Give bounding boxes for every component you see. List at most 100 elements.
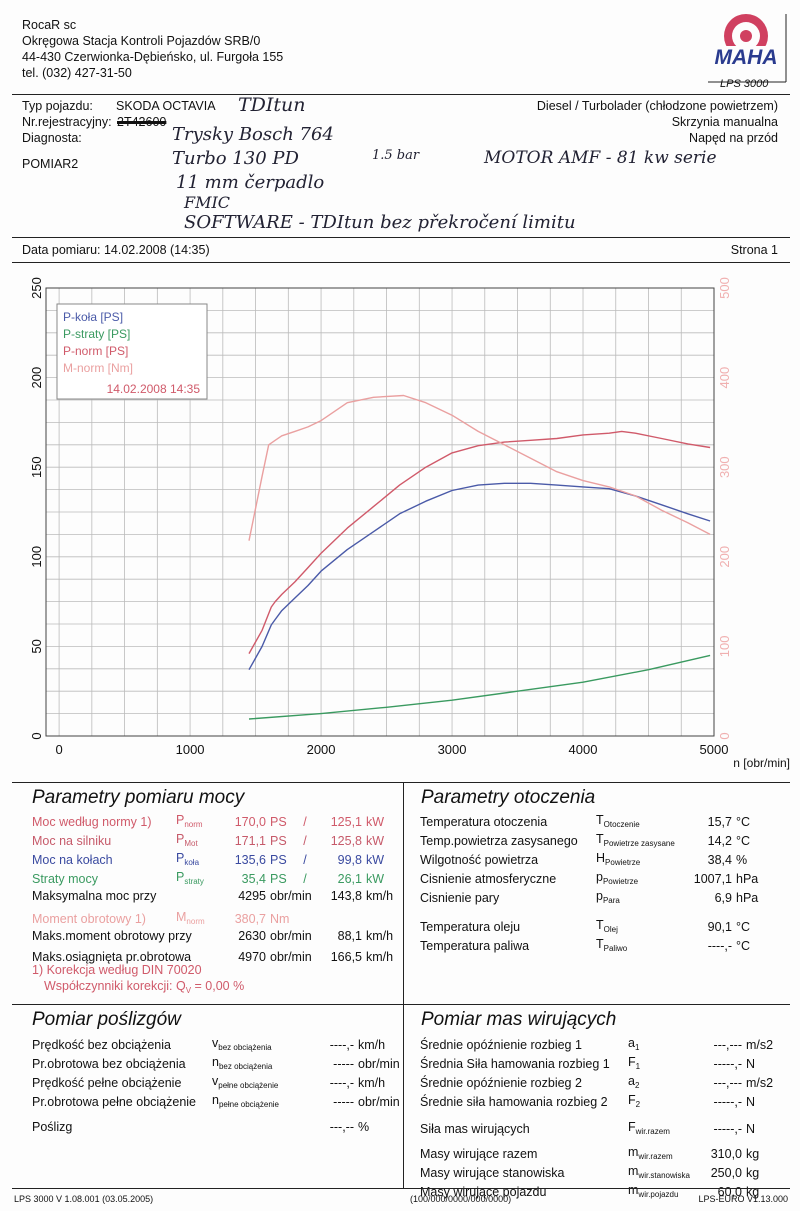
x-tick-label: 0 [55,742,62,757]
correction-factor: Współczynniki korekcji: QV = 0,00 % [44,979,245,995]
slip-table: Prędkość bez obciążenia vbez obciążenia … [30,1036,402,1135]
vehicle-reg-label: Nr.rejestracyjny: [22,115,112,129]
mass-table: Średnie opóźnienie rozbieg 1 a1 ---,--- … [418,1036,775,1202]
hand-tditun: TDItun [238,94,306,116]
svg-text:MAHA: MAHA [715,46,778,69]
slip-row: Pr.obrotowa pełne obciążenie npełne obci… [32,1093,400,1109]
slip-title: Pomiar poślizgów [32,1009,181,1030]
power-title: Parametry pomiaru mocy [32,787,245,808]
mass-row-force: Siła mas wirujących Fwir.razem -----,- N [420,1120,756,1136]
mass-title: Pomiar mas wirujących [421,1009,617,1030]
section-divider-2 [403,1004,404,1188]
hand-line2c: MOTOR AMF - 81 kw serie [484,148,717,168]
power-row-norm: Moc według normy 1) Pnorm 170,0 PS / 125… [30,813,395,832]
legend-pnorm: P-norm [PS] [63,344,128,358]
x-tick-label: 2000 [307,742,336,757]
vehicle-gearbox: Skrzynia manualna [671,115,778,129]
mass-row: Masy wirujące razem mwir.razem 310,0 kg [420,1145,760,1161]
page-number: Strona 1 [730,243,778,257]
chart-lines [248,394,711,720]
footer-right: LPS-EURO V1.13.000 [698,1194,788,1204]
hand-line2b: 1.5 bar [372,148,420,163]
plot-frame [45,287,715,737]
ambient-row: Wilgotność powietrza HPowietrze 38,4 % [420,851,748,867]
ambient-row-fuel: Temperatura paliwa TPaliwo ----,- °C [420,937,751,953]
ambient-title: Parametry otoczenia [421,787,596,808]
power-row-maxm: Maks.moment obrotowy przy 2630 obr/min 8… [32,929,394,943]
power-maxm-kmh: 88,1 [337,929,362,943]
vehicle-reg-value: 2T42600 [117,115,167,129]
ambient-row-oil: Temperatura oleju TOlej 90,1 °C [420,918,751,934]
power-row-maxp: Maksymalna moc przy 4295 obr/min 143,8 k… [32,889,394,903]
vehicle-drive: Napęd na przód [689,131,778,145]
power-row-torque: Moment obrotowy 1) Mnorm 380,7 Nm [30,910,395,929]
ambient-row: Cisnienie pary pPara 6,9 hPa [420,889,759,905]
series-line-1 [248,654,711,720]
power-maxp-rpm: 4295 [238,889,266,903]
hand-line3: 11 mm čerpadlo [176,172,325,193]
x-tick-label: 5000 [700,742,729,757]
station-line1: Okręgowa Stacja Kontroli Pojazdów SRB/0 [22,34,261,48]
power-mot-ps: 171,1 [234,834,266,848]
series-line-0 [248,482,711,671]
hand-line1: Trysky Bosch 764 [172,124,334,145]
power-norm-label: Moc według normy 1) [32,815,152,829]
slip-row: Prędkość bez obciążenia vbez obciążenia … [32,1036,386,1052]
power-row-mot: Moc na silniku PMot 171,1 PS / 125,8 kW [30,832,395,851]
power-norm-kw: 125,1 [330,815,362,829]
maha-logo: MAHA LPS 3000 [702,12,788,94]
slip-row: Pr.obrotowa bez obciążenia nbez obciążen… [32,1055,400,1071]
y-right-tick-label: 100 [717,636,732,658]
x-tick-label: 4000 [569,742,598,757]
y-left-tick-label: 200 [29,367,44,389]
y-right-tick-label: 200 [717,546,732,568]
y-left-tick-label: 50 [29,639,44,653]
vehicle-type-value: SKODA OCTAVIA [116,99,216,113]
measure-label: POMIAR2 [22,157,79,171]
correction-note: 1) Korekcja według DIN 70020 [32,963,202,977]
power-row-maxrpm: Maks.osiągnięta pr.obrotowa 4970 obr/min… [32,950,394,964]
y-left-tick-label: 100 [29,546,44,568]
y-right-tick-label: 300 [717,456,732,478]
power-maxrpm-kmh: 166,5 [330,950,362,964]
ambient-row: Temp.powietrza zasysanego TPowietrze zas… [420,832,751,848]
y-left-tick-label: 250 [29,277,44,299]
section-divider-1 [403,782,404,1004]
ambient-row: Cisnienie atmosferyczne pPowietrze 1007,… [420,870,759,886]
y-right-tick-label: 400 [717,367,732,389]
power-torque-nm: 380,7 [234,912,266,926]
power-maxm-rpm: 2630 [238,929,266,943]
hand-line2: Turbo 130 PD [172,148,299,169]
series-line-2 [248,430,711,654]
vehicle-fuel: Diesel / Turbolader (chłodzone powietrze… [536,99,778,113]
slip-row-total: Poślizg ---,-- % [32,1120,370,1134]
power-table: Moc według normy 1) Pnorm 170,0 PS / 125… [30,813,395,965]
x-axis-label: n [obr/min] [733,756,790,770]
power-kola-kw: 99,8 [337,853,362,867]
ambient-row: Temperatura otoczenia TOtoczenie 15,7 °C [420,813,751,829]
mass-row: Średnie opóźnienie rozbieg 1 a1 ---,--- … [420,1036,774,1052]
vehicle-type-label: Typ pojazdu: [22,99,93,113]
chart-axes: 0 1000 2000 3000 4000 5000 0 50 100 150 200 250 0 100… [29,277,732,757]
x-tick-label: 1000 [176,742,205,757]
legend-pstraty: P-straty [PS] [63,327,130,341]
y-right-tick-label: 0 [717,732,732,739]
legend-date: 14.02.2008 14:35 [107,382,201,396]
power-maxp-kmh: 143,8 [330,889,362,903]
ambient-table: Temperatura otoczenia TOtoczenie 15,7 °C… [418,813,760,956]
station-line2: 44-430 Czerwionka-Dębieńsko, ul. Furgoła… [22,50,284,64]
measure-date: Data pomiaru: 14.02.2008 (14:35) [22,243,210,257]
footer-center: (100/000/0000/000/0000) [410,1194,512,1204]
hand-line4: FMIC [184,193,231,212]
chart-legend: P-koła [PS] P-straty [PS] P-norm [PS] M-… [56,303,208,400]
power-mot-kw: 125,8 [330,834,362,848]
series-line-3 [248,394,711,541]
dyno-chart: 0 1000 2000 3000 4000 5000 0 50 100 150 200 250 0 100… [29,277,790,770]
y-left-tick-label: 150 [29,456,44,478]
mass-row: Średnie siła hamowania rozbieg 2 F2 ----… [420,1093,756,1109]
power-norm-ps: 170,0 [234,815,266,829]
vehicle-diag-label: Diagnosta: [22,131,82,145]
power-maxrpm-rpm: 4970 [238,950,266,964]
power-row-kola: Moc na kołach Pkoła 135,6 PS / 99,8 kW [30,851,395,870]
station-info: RocaR sc Okręgowa Stacja Kontroli Pojazd… [22,17,283,81]
